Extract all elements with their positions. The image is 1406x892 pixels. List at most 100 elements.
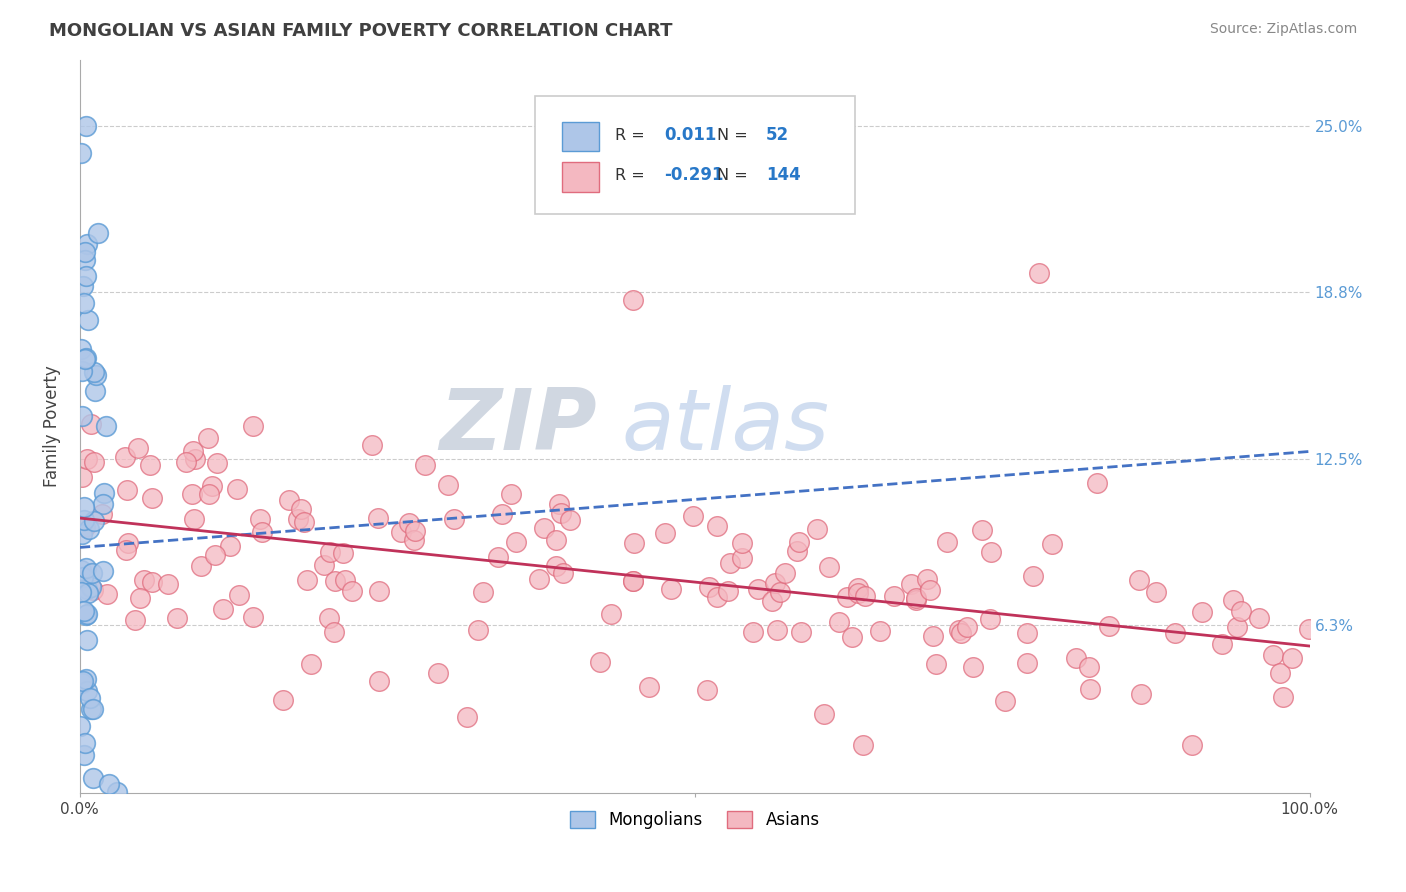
Point xyxy=(841,631,863,645)
Point xyxy=(72,570,94,584)
Point xyxy=(806,522,828,536)
Point xyxy=(197,431,219,445)
Point xyxy=(76,452,98,467)
Point xyxy=(333,573,356,587)
Point xyxy=(183,452,205,467)
Point xyxy=(980,545,1002,559)
Point xyxy=(1098,619,1121,633)
Point xyxy=(925,657,948,672)
Point xyxy=(75,269,97,284)
Point xyxy=(682,508,704,523)
Text: MONGOLIAN VS ASIAN FAMILY POVERTY CORRELATION CHART: MONGOLIAN VS ASIAN FAMILY POVERTY CORREL… xyxy=(49,22,672,40)
Point xyxy=(166,611,188,625)
Point xyxy=(127,441,149,455)
Point xyxy=(93,486,115,500)
Point xyxy=(443,512,465,526)
Point xyxy=(1222,593,1244,607)
Point xyxy=(75,244,97,259)
Point xyxy=(83,455,105,469)
Point xyxy=(157,577,180,591)
Point xyxy=(730,551,752,566)
Point xyxy=(437,478,460,492)
Text: 52: 52 xyxy=(766,126,789,145)
Point xyxy=(786,543,808,558)
Point xyxy=(80,580,103,594)
Point xyxy=(869,624,891,638)
Point xyxy=(846,581,869,595)
Point xyxy=(548,497,571,511)
Point xyxy=(141,491,163,505)
Point xyxy=(553,566,575,580)
Point xyxy=(207,456,229,470)
Point xyxy=(828,615,851,629)
Point xyxy=(1181,738,1204,752)
Point xyxy=(342,583,364,598)
Point xyxy=(70,364,93,378)
Point xyxy=(96,586,118,600)
Point xyxy=(853,589,876,603)
Point xyxy=(76,607,98,622)
Point xyxy=(323,625,346,640)
Point xyxy=(332,546,354,560)
Point xyxy=(1230,604,1253,618)
Point xyxy=(818,560,841,574)
Point xyxy=(312,558,335,572)
Point xyxy=(83,514,105,528)
Point xyxy=(1130,687,1153,701)
Point xyxy=(1022,568,1045,582)
Point xyxy=(249,512,271,526)
Point xyxy=(904,593,927,607)
Point xyxy=(949,626,972,640)
Point xyxy=(741,625,763,640)
Point xyxy=(505,535,527,549)
Point xyxy=(599,607,621,621)
Text: 144: 144 xyxy=(766,167,801,185)
Point xyxy=(82,771,104,785)
Point xyxy=(544,558,567,573)
Point xyxy=(360,438,382,452)
Point xyxy=(456,710,478,724)
Point xyxy=(183,512,205,526)
Text: atlas: atlas xyxy=(621,384,830,467)
Point xyxy=(621,293,644,307)
Point xyxy=(1247,611,1270,625)
Point xyxy=(299,657,322,672)
Point xyxy=(242,610,264,624)
Point xyxy=(659,582,682,597)
FancyBboxPatch shape xyxy=(534,96,855,213)
Point xyxy=(75,351,97,365)
Point xyxy=(73,252,96,267)
Point xyxy=(82,566,104,580)
Point xyxy=(76,236,98,251)
Point xyxy=(114,450,136,464)
Point xyxy=(883,589,905,603)
Point xyxy=(72,279,94,293)
Point xyxy=(132,573,155,587)
Point xyxy=(1080,681,1102,696)
Point xyxy=(219,539,242,553)
Point xyxy=(287,512,309,526)
Point xyxy=(654,526,676,541)
Point xyxy=(921,629,943,643)
Point xyxy=(75,120,97,134)
Point xyxy=(271,693,294,707)
Point xyxy=(970,523,993,537)
Point xyxy=(367,673,389,688)
Point xyxy=(837,590,859,604)
Point xyxy=(1085,476,1108,491)
Point xyxy=(93,497,115,511)
Point xyxy=(367,511,389,525)
Point xyxy=(75,352,97,367)
Point xyxy=(84,368,107,382)
Point xyxy=(198,487,221,501)
Point xyxy=(242,419,264,434)
Point xyxy=(73,513,96,527)
Point xyxy=(79,690,101,705)
Point xyxy=(900,577,922,591)
Point xyxy=(789,534,811,549)
Point xyxy=(174,455,197,469)
Point xyxy=(1225,620,1247,634)
Text: N =: N = xyxy=(717,168,748,183)
Point xyxy=(1040,537,1063,551)
Point xyxy=(114,543,136,558)
